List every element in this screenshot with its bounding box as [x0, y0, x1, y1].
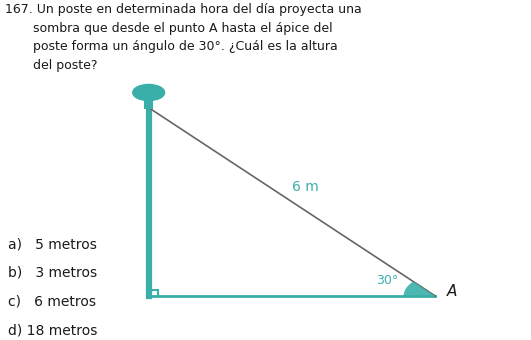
Text: 6 m: 6 m [292, 180, 319, 194]
Text: c)   6 metros: c) 6 metros [8, 294, 96, 308]
FancyBboxPatch shape [144, 91, 153, 109]
Text: a)   5 metros: a) 5 metros [8, 237, 97, 251]
Text: b)   3 metros: b) 3 metros [8, 266, 97, 280]
Wedge shape [404, 282, 435, 296]
Ellipse shape [133, 84, 165, 101]
Text: A: A [447, 284, 458, 299]
Text: 30°: 30° [376, 274, 399, 287]
Text: d) 18 metros: d) 18 metros [8, 323, 97, 337]
Text: 167. Un poste en determinada hora del día proyecta una
       sombra que desde e: 167. Un poste en determinada hora del dí… [5, 3, 362, 72]
